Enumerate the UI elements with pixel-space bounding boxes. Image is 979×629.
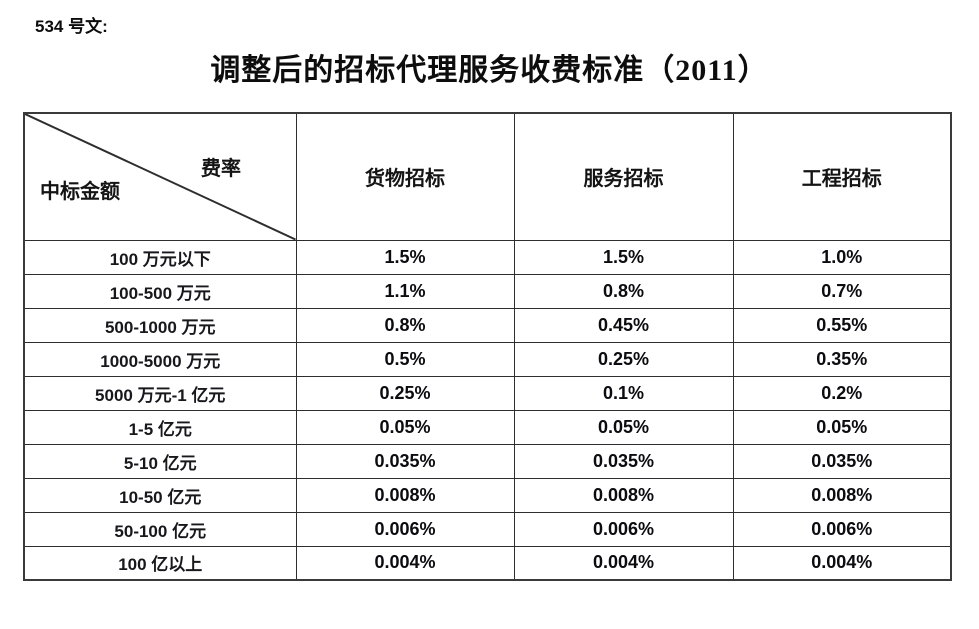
header-row: 费率 中标金额 货物招标 服务招标 工程招标 [23,112,952,241]
table-row: 10-50 亿元 0.008% 0.008% 0.008% [23,477,952,513]
amount-cell: 1000-5000 万元 [23,341,297,377]
amount-cell: 500-1000 万元 [23,307,297,343]
goods-rate-cell: 0.004% [295,545,515,581]
amount-cell: 5000 万元-1 亿元 [23,375,297,411]
service-rate-cell: 0.45% [513,307,734,343]
table-row: 100 亿以上 0.004% 0.004% 0.004% [23,545,952,581]
service-rate-cell: 0.05% [513,409,734,445]
page-title: 调整后的招标代理服务收费标准（2011） [210,54,769,87]
engineering-rate-cell: 0.006% [732,511,952,547]
table-row: 100-500 万元 1.1% 0.8% 0.7% [23,273,952,309]
amount-cell: 100-500 万元 [23,273,297,309]
corner-label-rate: 费率 [201,158,241,180]
table-row: 1000-5000 万元 0.5% 0.25% 0.35% [23,341,952,377]
engineering-rate-cell: 0.035% [732,443,952,479]
column-header-engineering: 工程招标 [732,112,952,241]
fee-table: 费率 中标金额 货物招标 服务招标 工程招标 100 万元以下 1.5% 1.5… [23,112,952,581]
goods-rate-cell: 0.8% [295,307,515,343]
service-rate-cell: 0.006% [513,511,734,547]
goods-rate-cell: 1.1% [295,273,515,309]
engineering-rate-cell: 0.05% [732,409,952,445]
service-rate-cell: 0.008% [513,477,734,513]
amount-cell: 5-10 亿元 [23,443,297,479]
table-row: 5-10 亿元 0.035% 0.035% 0.035% [23,443,952,479]
engineering-rate-cell: 0.55% [732,307,952,343]
service-rate-cell: 0.25% [513,341,734,377]
service-rate-cell: 0.1% [513,375,734,411]
engineering-rate-cell: 0.2% [732,375,952,411]
goods-rate-cell: 0.035% [295,443,515,479]
engineering-rate-cell: 0.004% [732,545,952,581]
goods-rate-cell: 1.5% [295,239,515,275]
engineering-rate-cell: 1.0% [732,239,952,275]
service-rate-cell: 0.8% [513,273,734,309]
service-rate-cell: 0.035% [513,443,734,479]
goods-rate-cell: 0.5% [295,341,515,377]
amount-cell: 100 万元以下 [23,239,297,275]
engineering-rate-cell: 0.008% [732,477,952,513]
table-row: 5000 万元-1 亿元 0.25% 0.1% 0.2% [23,375,952,411]
goods-rate-cell: 0.006% [295,511,515,547]
amount-cell: 1-5 亿元 [23,409,297,445]
diagonal-line [25,114,296,240]
service-rate-cell: 0.004% [513,545,734,581]
amount-cell: 100 亿以上 [23,545,297,581]
engineering-rate-cell: 0.35% [732,341,952,377]
diagonal-corner-cell: 费率 中标金额 [23,112,297,241]
doc-number-label: 534 号文: [35,17,108,36]
column-header-goods: 货物招标 [295,112,515,241]
table-row: 500-1000 万元 0.8% 0.45% 0.55% [23,307,952,343]
table-row: 50-100 亿元 0.006% 0.006% 0.006% [23,511,952,547]
corner-label-amount: 中标金额 [40,180,120,203]
amount-cell: 50-100 亿元 [23,511,297,547]
table-row: 1-5 亿元 0.05% 0.05% 0.05% [23,409,952,445]
engineering-rate-cell: 0.7% [732,273,952,309]
column-header-service: 服务招标 [513,112,734,241]
goods-rate-cell: 0.25% [295,375,515,411]
amount-cell: 10-50 亿元 [23,477,297,513]
goods-rate-cell: 0.05% [295,409,515,445]
goods-rate-cell: 0.008% [295,477,515,513]
service-rate-cell: 1.5% [513,239,734,275]
table-row: 100 万元以下 1.5% 1.5% 1.0% [23,239,952,275]
